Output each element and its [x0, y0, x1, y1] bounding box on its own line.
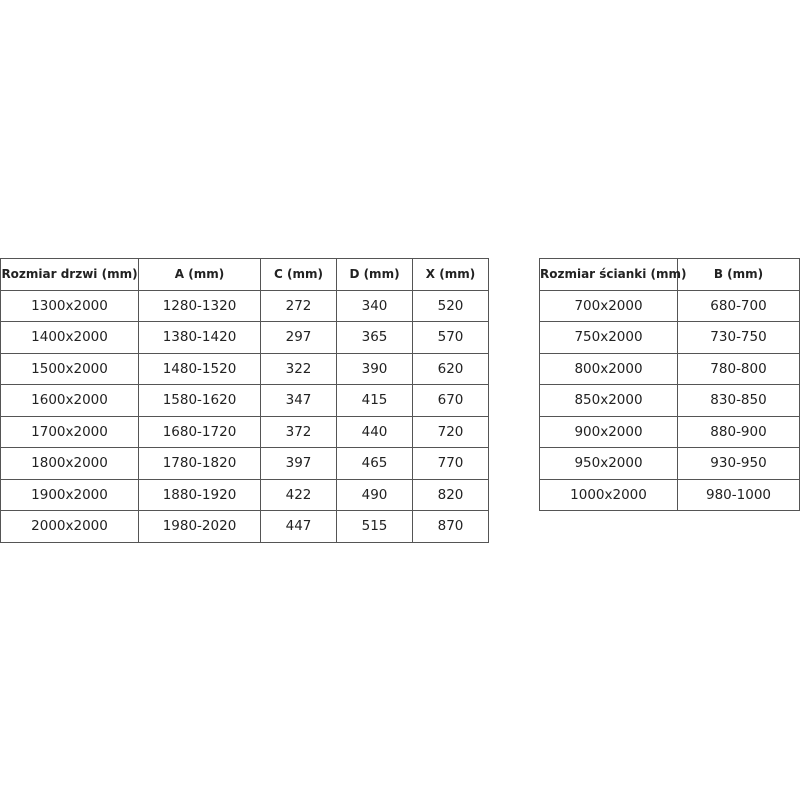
table-cell: 1280-1320 [138, 289, 261, 322]
table-cell: 980-1000 [677, 478, 800, 511]
table-cell: 1880-1920 [138, 478, 261, 511]
door-size-table: Rozmiar drzwi (mm) A (mm) C (mm) D (mm) X (m… [0, 258, 489, 543]
table-row: 1900x2000 1880-1920 422 490 820 [0, 478, 489, 511]
table-row: 900x2000 880-900 [539, 415, 800, 448]
table-cell: 297 [260, 321, 337, 354]
table-header-row: Rozmiar ścianki (mm) B (mm) [539, 258, 800, 291]
table-cell: 447 [260, 510, 337, 543]
table-row: 800x2000 780-800 [539, 352, 800, 385]
table-cell: 1980-2020 [138, 510, 261, 543]
table-cell: 390 [336, 352, 413, 385]
table-cell: 1000x2000 [539, 478, 678, 511]
table-cell: 440 [336, 415, 413, 448]
column-header: X (mm) [412, 258, 489, 291]
table-cell: 670 [412, 384, 489, 417]
table-cell: 570 [412, 321, 489, 354]
table-cell: 680-700 [677, 289, 800, 322]
table-cell: 422 [260, 478, 337, 511]
wall-size-table: Rozmiar ścianki (mm) B (mm) 700x2000 680-7… [539, 258, 800, 511]
table-cell: 2000x2000 [0, 510, 139, 543]
table-cell: 465 [336, 447, 413, 480]
table-cell: 870 [412, 510, 489, 543]
column-header: A (mm) [138, 258, 261, 291]
table-cell: 900x2000 [539, 415, 678, 448]
table-row: 950x2000 930-950 [539, 447, 800, 480]
table-cell: 322 [260, 352, 337, 385]
table-cell: 515 [336, 510, 413, 543]
table-cell: 750x2000 [539, 321, 678, 354]
table-cell: 520 [412, 289, 489, 322]
column-header: C (mm) [260, 258, 337, 291]
column-header: Rozmiar drzwi (mm) [0, 258, 139, 291]
table-cell: 1900x2000 [0, 478, 139, 511]
table-row: 1500x2000 1480-1520 322 390 620 [0, 352, 489, 385]
table-cell: 930-950 [677, 447, 800, 480]
table-row: 1000x2000 980-1000 [539, 478, 800, 511]
table-cell: 820 [412, 478, 489, 511]
table-cell: 830-850 [677, 384, 800, 417]
table-cell: 372 [260, 415, 337, 448]
table-cell: 1700x2000 [0, 415, 139, 448]
table-row: 2000x2000 1980-2020 447 515 870 [0, 510, 489, 543]
table-cell: 720 [412, 415, 489, 448]
table-header-row: Rozmiar drzwi (mm) A (mm) C (mm) D (mm) X (m… [0, 258, 489, 291]
column-header: D (mm) [336, 258, 413, 291]
table-cell: 770 [412, 447, 489, 480]
table-row: 1700x2000 1680-1720 372 440 720 [0, 415, 489, 448]
table-cell: 780-800 [677, 352, 800, 385]
table-cell: 415 [336, 384, 413, 417]
table-cell: 850x2000 [539, 384, 678, 417]
table-cell: 880-900 [677, 415, 800, 448]
column-header: B (mm) [677, 258, 800, 291]
table-cell: 1500x2000 [0, 352, 139, 385]
table-row: 1800x2000 1780-1820 397 465 770 [0, 447, 489, 480]
table-cell: 347 [260, 384, 337, 417]
table-cell: 620 [412, 352, 489, 385]
column-header: Rozmiar ścianki (mm) [539, 258, 687, 291]
table-row: 1300x2000 1280-1320 272 340 520 [0, 289, 489, 322]
table-cell: 1480-1520 [138, 352, 261, 385]
table-cell: 1600x2000 [0, 384, 139, 417]
table-cell: 365 [336, 321, 413, 354]
table-row: 1400x2000 1380-1420 297 365 570 [0, 321, 489, 354]
table-row: 850x2000 830-850 [539, 384, 800, 417]
table-cell: 1400x2000 [0, 321, 139, 354]
table-cell: 1580-1620 [138, 384, 261, 417]
table-cell: 800x2000 [539, 352, 678, 385]
table-cell: 340 [336, 289, 413, 322]
table-cell: 397 [260, 447, 337, 480]
table-cell: 1680-1720 [138, 415, 261, 448]
table-cell: 490 [336, 478, 413, 511]
table-cell: 1300x2000 [0, 289, 139, 322]
table-row: 750x2000 730-750 [539, 321, 800, 354]
table-row: 700x2000 680-700 [539, 289, 800, 322]
table-row: 1600x2000 1580-1620 347 415 670 [0, 384, 489, 417]
table-cell: 700x2000 [539, 289, 678, 322]
table-cell: 272 [260, 289, 337, 322]
table-cell: 1380-1420 [138, 321, 261, 354]
table-cell: 950x2000 [539, 447, 678, 480]
table-cell: 1780-1820 [138, 447, 261, 480]
table-cell: 730-750 [677, 321, 800, 354]
table-cell: 1800x2000 [0, 447, 139, 480]
